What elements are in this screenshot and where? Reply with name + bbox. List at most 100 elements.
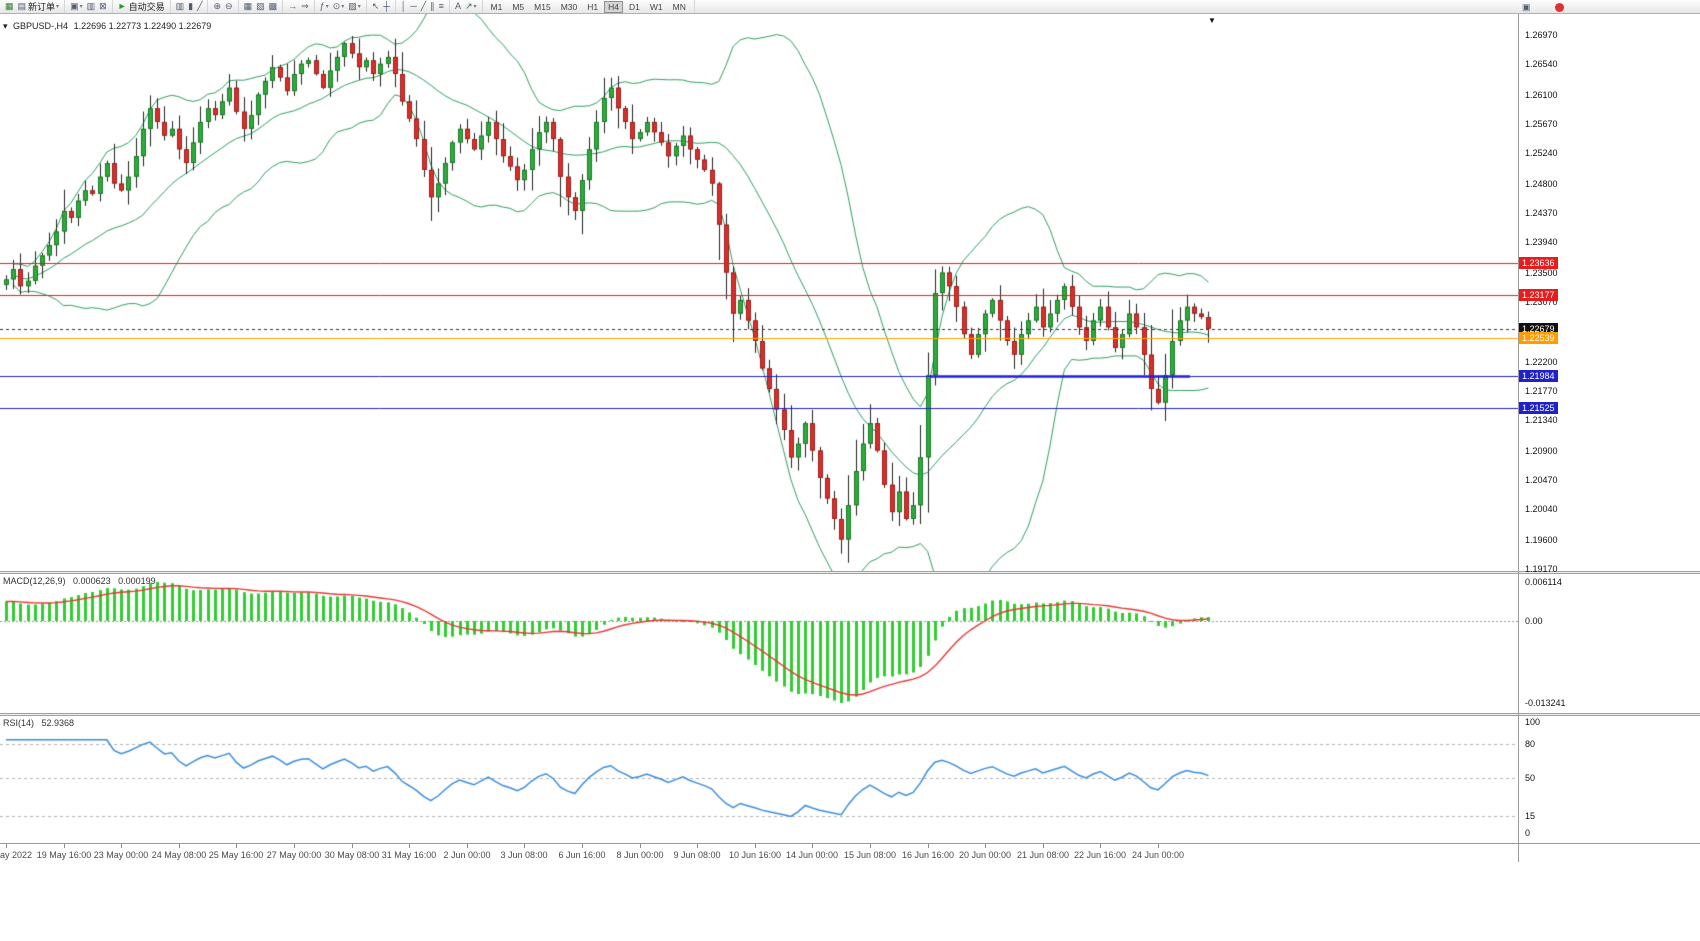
mail-icon[interactable]: ⊠ xyxy=(97,0,109,13)
auto-trading-button[interactable]: ► 自动交易 xyxy=(116,0,167,13)
zoom-in-icon: ⊕ xyxy=(213,1,222,11)
horizontal-line-icon: ─ xyxy=(410,1,417,11)
line-chart-icon[interactable]: ╱ xyxy=(195,0,204,13)
time-axis-tick xyxy=(1158,844,1159,848)
pane-splitter[interactable] xyxy=(0,571,1700,574)
channel-icon[interactable]: ∥ xyxy=(428,0,437,13)
rsi-pane: RSI(14) 52.9368 100 80 50 15 0 xyxy=(0,716,1700,843)
trendline-icon: ╱ xyxy=(420,1,427,11)
text-tool-icon: A xyxy=(454,1,461,11)
auto-scroll-icon: → xyxy=(288,1,298,11)
time-axis-label: 16 Jun 16:00 xyxy=(901,850,955,860)
cascade-windows-icon: ▧ xyxy=(256,1,265,11)
tile-windows-icon[interactable]: ▦ xyxy=(242,0,255,13)
arrow-tool-icon-caret-icon: ▾ xyxy=(473,4,477,10)
timeframe-h1-button[interactable]: H1 xyxy=(587,1,599,12)
tile-windows-icon: ▦ xyxy=(243,1,253,11)
arrange-windows-icon[interactable]: ▩ xyxy=(267,0,280,13)
price-tick-label: 1.23940 xyxy=(1525,237,1558,248)
rsi-canvas[interactable] xyxy=(0,716,1518,843)
trendline-icon[interactable]: ╱ xyxy=(419,0,428,13)
timeframe-h4-button[interactable]: H4 xyxy=(604,0,623,13)
time-axis-tick xyxy=(64,844,65,848)
chart-shift-icon[interactable]: ⇒ xyxy=(299,0,311,13)
toolbar-group: → ⇒ xyxy=(283,0,315,13)
time-axis-label: 10 Jun 16:00 xyxy=(728,850,782,860)
cursor-icon[interactable]: ↖ xyxy=(370,0,382,13)
bar-chart-icon: ▥ xyxy=(175,1,185,11)
candlestick-chart-icon: ▮ xyxy=(188,1,194,11)
timeframe-m5-button[interactable]: M5 xyxy=(512,1,525,12)
periods-icon[interactable]: ⊙ ▾ xyxy=(331,0,347,13)
macd-canvas[interactable] xyxy=(0,574,1518,713)
arrow-tool-icon[interactable]: ↗ ▾ xyxy=(463,0,479,13)
timeframe-m1-button[interactable]: M1 xyxy=(490,1,503,12)
time-axis-tick xyxy=(582,844,583,848)
rsi-axis-label: 50 xyxy=(1525,772,1536,783)
toolbar-group: ⊕ ⊖ xyxy=(208,0,239,13)
timeframe-m30-button[interactable]: M30 xyxy=(560,1,578,12)
crosshair-icon[interactable]: ┼ xyxy=(381,0,391,13)
new-order-icon: ▤ xyxy=(17,1,27,11)
connection-status-dot[interactable] xyxy=(1554,2,1564,12)
time-axis-tick xyxy=(409,844,410,848)
symbol-title: GBPUSD-,H4 xyxy=(13,21,69,31)
templates-icon[interactable]: ▨ ▾ xyxy=(346,0,363,13)
indicators-icon[interactable]: ƒ ▾ xyxy=(318,0,331,13)
time-axis-label: 18 May 2022 xyxy=(0,850,33,860)
timeframe-w1-button[interactable]: W1 xyxy=(649,1,663,12)
auto-trading-icon: ► xyxy=(117,1,127,11)
toolbar-group: ▦ ▧ ▩ xyxy=(239,0,284,13)
fibonacci-icon[interactable]: ≡ xyxy=(437,0,446,13)
toolbar-group: ▥ ▮ ╱ xyxy=(171,0,209,13)
chart-end-marker-icon[interactable]: ▼ xyxy=(1208,16,1216,25)
price-tick-label: 1.19170 xyxy=(1525,563,1558,574)
macd-axis: 0.006114 0.00 -0.013241 xyxy=(1519,574,1700,713)
vertical-line-icon[interactable]: │ xyxy=(399,0,409,13)
price-tick-label: 1.26540 xyxy=(1525,59,1558,70)
timeframe-toolbar: M1 M5 M15 M30 H1 H4 D1 W1 MN xyxy=(483,0,695,13)
timeframe-mn-button[interactable]: MN xyxy=(672,1,686,12)
rsi-axis-label: 0 xyxy=(1525,828,1531,838)
zoom-in-icon[interactable]: ⊕ xyxy=(211,0,223,13)
text-tool-icon[interactable]: A xyxy=(453,0,463,13)
pane-splitter[interactable] xyxy=(0,713,1700,716)
candlestick-chart-icon[interactable]: ▮ xyxy=(186,0,195,13)
profiles-icon[interactable]: ▥ xyxy=(85,0,98,13)
price-tick-label: 1.21770 xyxy=(1525,385,1558,396)
macd-title: MACD(12,26,9) xyxy=(3,576,66,586)
symbol-ohlc: 1.22696 1.22773 1.22490 1.22679 xyxy=(73,21,212,31)
new-order-button[interactable]: ▤ 新订单 ▾ xyxy=(16,0,62,13)
main-chart-pane: ▾ GBPUSD-,H4 1.22696 1.22773 1.22490 1.2… xyxy=(0,14,1700,574)
time-axis-label: 27 May 00:00 xyxy=(266,850,322,860)
bar-chart-icon[interactable]: ▥ xyxy=(174,0,187,13)
cascade-windows-icon[interactable]: ▧ xyxy=(254,0,267,13)
templates-icon-caret-icon: ▾ xyxy=(357,4,361,10)
time-axis-label: 25 May 16:00 xyxy=(208,850,264,860)
auto-scroll-icon[interactable]: → xyxy=(286,0,299,13)
time-axis-label: 22 Jun 16:00 xyxy=(1073,850,1127,860)
symbol-dropdown-icon[interactable]: ▾ xyxy=(3,21,8,31)
price-tick-label: 1.21340 xyxy=(1525,415,1558,426)
time-axis-label: 15 Jun 08:00 xyxy=(843,850,897,860)
terminal-icon[interactable]: ▦ xyxy=(3,0,16,13)
indicators-icon-caret-icon: ▾ xyxy=(325,4,329,10)
timeframe-d1-button[interactable]: D1 xyxy=(628,1,640,12)
time-axis-label: 24 May 08:00 xyxy=(151,850,207,860)
toolbar-group: │ ─ ╱ ∥ ≡ xyxy=(396,0,450,13)
time-axis-tick xyxy=(870,844,871,848)
toolbar-group: ▦ ▤ 新订单 ▾ xyxy=(0,0,66,13)
time-axis-label: 3 Jun 08:00 xyxy=(500,850,548,860)
price-level-badge: 1.22679 xyxy=(1519,322,1558,335)
new-chart-icon[interactable]: ▣ ▾ xyxy=(68,0,85,13)
time-axis-tick xyxy=(812,844,813,848)
main-chart-canvas[interactable] xyxy=(0,14,1518,571)
zoom-out-icon[interactable]: ⊖ xyxy=(223,0,235,13)
channel-icon: ∥ xyxy=(430,1,435,11)
horizontal-line-icon[interactable]: ─ xyxy=(408,0,418,13)
chart-window-icon[interactable]: ▣ xyxy=(1522,1,1531,12)
toolbar-group: A ↗ ▾ xyxy=(450,0,483,13)
timeframe-m15-button[interactable]: M15 xyxy=(534,1,551,12)
